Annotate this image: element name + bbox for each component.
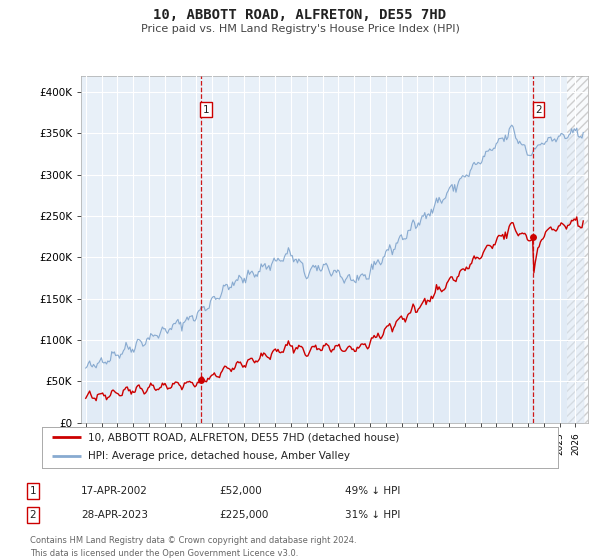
Text: HPI: Average price, detached house, Amber Valley: HPI: Average price, detached house, Ambe…	[88, 451, 350, 461]
Text: 2: 2	[535, 105, 542, 115]
Text: 2: 2	[29, 510, 37, 520]
Text: This data is licensed under the Open Government Licence v3.0.: This data is licensed under the Open Gov…	[30, 549, 298, 558]
Text: 10, ABBOTT ROAD, ALFRETON, DE55 7HD (detached house): 10, ABBOTT ROAD, ALFRETON, DE55 7HD (det…	[88, 432, 400, 442]
Bar	[568, 76, 596, 423]
Text: 1: 1	[29, 486, 37, 496]
Text: 17-APR-2002: 17-APR-2002	[81, 486, 148, 496]
Text: 28-APR-2023: 28-APR-2023	[81, 510, 148, 520]
Text: 31% ↓ HPI: 31% ↓ HPI	[345, 510, 400, 520]
Text: £52,000: £52,000	[219, 486, 262, 496]
Text: £225,000: £225,000	[219, 510, 268, 520]
Text: 1: 1	[203, 105, 209, 115]
Text: Contains HM Land Registry data © Crown copyright and database right 2024.: Contains HM Land Registry data © Crown c…	[30, 536, 356, 545]
Text: Price paid vs. HM Land Registry's House Price Index (HPI): Price paid vs. HM Land Registry's House …	[140, 24, 460, 34]
Text: 49% ↓ HPI: 49% ↓ HPI	[345, 486, 400, 496]
Text: 10, ABBOTT ROAD, ALFRETON, DE55 7HD: 10, ABBOTT ROAD, ALFRETON, DE55 7HD	[154, 8, 446, 22]
